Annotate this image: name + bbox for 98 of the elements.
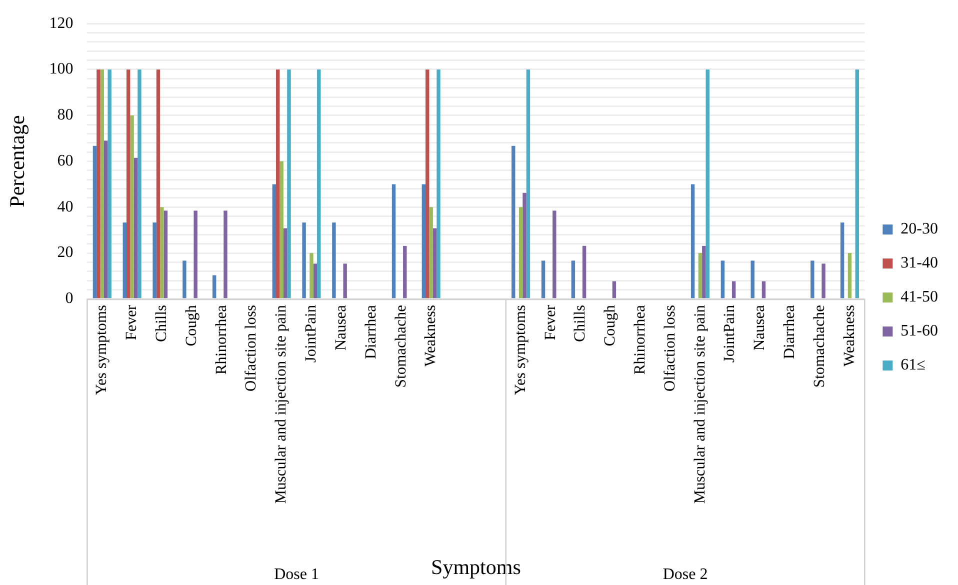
- x-tick-label: Olfaction loss: [661, 304, 678, 392]
- x-tick-label: Chills: [153, 304, 170, 342]
- bar: [392, 184, 396, 298]
- bar: [422, 184, 426, 298]
- bar: [436, 69, 440, 298]
- bar: [313, 264, 318, 298]
- x-tick-label: Weakness: [840, 304, 858, 367]
- bar: [822, 264, 826, 298]
- y-tick-label: 60: [57, 152, 74, 170]
- bar: [706, 69, 710, 298]
- bar: [164, 210, 168, 298]
- x-tick-label: Diarrhea: [780, 304, 798, 360]
- bar: [96, 69, 100, 298]
- bar: [224, 210, 228, 298]
- x-tick-label: Rhinorrhea: [212, 304, 230, 375]
- x-tick-label: Muscular and injection site pain: [272, 304, 290, 504]
- text: Dose 1: [274, 566, 319, 583]
- y-tick-label: 80: [57, 106, 74, 124]
- bar: [104, 140, 108, 298]
- bar: [690, 184, 695, 298]
- bar: [302, 222, 306, 298]
- bar: [571, 260, 576, 298]
- bar: [552, 210, 556, 298]
- x-tick-label: Yes symptoms: [512, 304, 529, 396]
- bar: [848, 253, 852, 298]
- y-tick-label: 20: [57, 244, 74, 262]
- bar: [720, 260, 725, 298]
- bar: [317, 69, 321, 298]
- bar: [541, 260, 546, 298]
- text: Dose 2: [662, 566, 708, 583]
- x-tick-label: Stomachache: [392, 304, 410, 388]
- x-tick-label: Chills: [572, 304, 589, 342]
- bar: [429, 207, 433, 298]
- bar: [182, 260, 186, 298]
- legend-label: 31-40: [900, 254, 938, 272]
- bar: [732, 281, 736, 298]
- x-tick-label: Fever: [542, 304, 559, 340]
- x-tick-label: Muscular and injection site pain: [691, 304, 708, 504]
- x-tick-label: Fever: [123, 304, 140, 340]
- x-tick-label: Nausea: [332, 304, 350, 351]
- bar: [702, 246, 706, 298]
- bar: [100, 69, 104, 298]
- bar: [276, 69, 280, 298]
- bar: [134, 158, 138, 298]
- legend-label: 51-60: [900, 322, 938, 340]
- bar: [92, 146, 97, 298]
- bar: [612, 281, 616, 298]
- x-tick-label: Cough: [602, 304, 619, 346]
- x-tick-label: Cough: [182, 304, 200, 346]
- legend-label: 41-50: [900, 288, 938, 306]
- bar: [138, 69, 142, 298]
- bar: [426, 69, 430, 298]
- bar: [280, 161, 284, 298]
- y-tick-label: 0: [65, 290, 74, 308]
- bar: [698, 253, 702, 298]
- x-tick-label: Diarrhea: [362, 304, 380, 360]
- bar: [156, 69, 160, 298]
- bar: [332, 222, 336, 298]
- bar: [512, 146, 516, 298]
- bar: [160, 207, 164, 298]
- y-tick-label: 120: [49, 14, 74, 32]
- bar: [194, 210, 198, 298]
- bar: [122, 222, 126, 298]
- bar: [762, 281, 766, 298]
- bar: [518, 207, 523, 298]
- bar: [212, 275, 216, 298]
- bar: [522, 192, 526, 298]
- bar: [287, 69, 291, 298]
- x-tick-label: JointPain: [302, 304, 320, 363]
- x-tick-label: Yes symptoms: [93, 304, 110, 396]
- bar: [130, 115, 134, 298]
- bar: [272, 184, 276, 298]
- x-tick-label: Olfaction loss: [242, 304, 260, 392]
- y-tick-label: 40: [57, 198, 74, 216]
- bar: [582, 246, 586, 298]
- bar: [152, 222, 156, 298]
- bar: [403, 246, 407, 298]
- x-tick-label: Stomachache: [810, 304, 828, 388]
- bar: [432, 228, 437, 298]
- y-axis-title: Percentage: [5, 115, 30, 208]
- bar: [810, 260, 814, 298]
- legend-label: 61≤: [900, 356, 926, 374]
- x-tick-label: JointPain: [721, 304, 738, 363]
- legend-label: 20-30: [900, 220, 938, 238]
- x-tick-label: Rhinorrhea: [631, 304, 648, 375]
- bar: [750, 260, 754, 298]
- bar: [310, 253, 314, 298]
- bar: [840, 222, 844, 298]
- x-tick-label: Weakness: [422, 304, 440, 367]
- bar: [108, 69, 112, 298]
- bar: [526, 69, 530, 298]
- bar: [343, 264, 347, 298]
- x-tick-label: Nausea: [751, 304, 768, 351]
- y-tick-label: 100: [49, 60, 74, 78]
- bar: [126, 69, 130, 298]
- x-axis-title: Symptoms: [431, 554, 521, 579]
- bar: [283, 228, 288, 298]
- bar: [855, 69, 859, 298]
